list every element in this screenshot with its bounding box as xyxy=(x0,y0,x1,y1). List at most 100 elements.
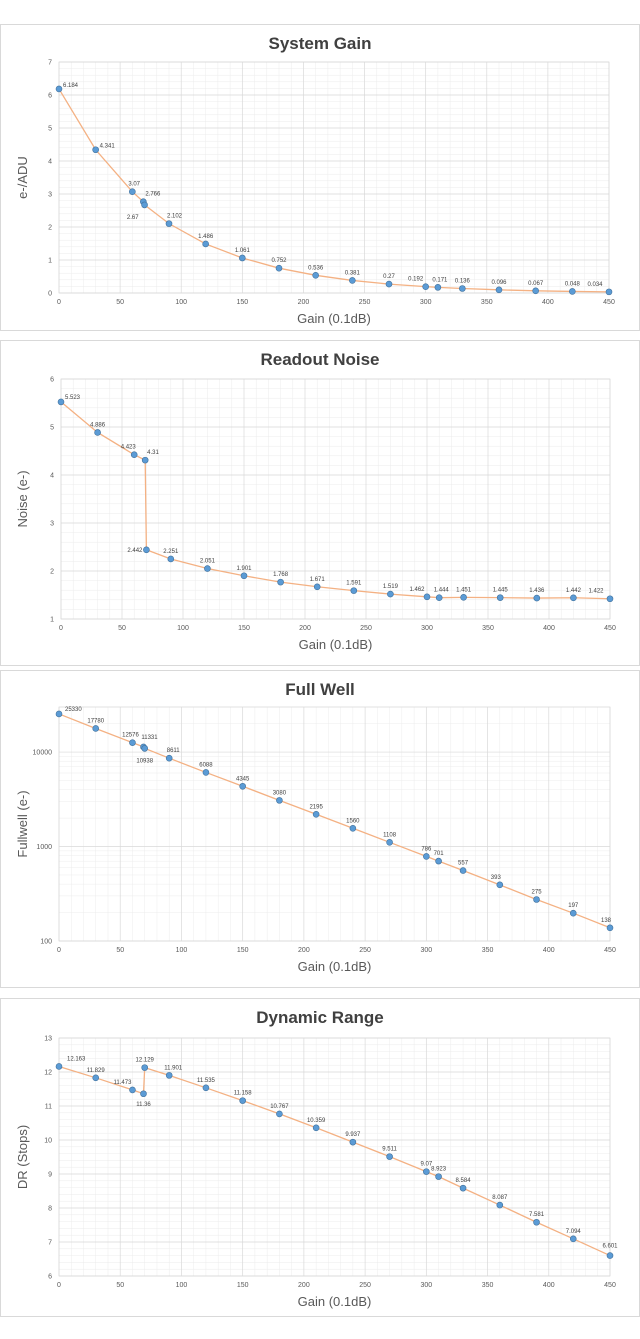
data-label: 1108 xyxy=(383,832,397,838)
data-label: 1560 xyxy=(346,818,360,824)
data-label: 786 xyxy=(421,846,432,852)
data-point xyxy=(55,710,63,718)
chart-title: Readout Noise xyxy=(260,350,379,369)
data-point xyxy=(570,594,577,602)
x-tick-label: 300 xyxy=(420,299,432,306)
data-label: 0.034 xyxy=(587,282,603,288)
x-tick-label: 100 xyxy=(175,299,187,306)
data-label: 557 xyxy=(458,861,469,867)
plot-area xyxy=(58,1037,611,1277)
x-tick-label: 450 xyxy=(603,299,615,306)
data-point xyxy=(386,1153,393,1160)
y-axis-title: Fullwell (e-) xyxy=(15,790,30,857)
data-label: 8.087 xyxy=(492,1195,508,1201)
data-point xyxy=(165,220,173,227)
data-point xyxy=(143,546,150,554)
x-tick-label: 250 xyxy=(360,625,372,632)
data-point xyxy=(386,839,393,846)
y-axis-title: e-/ADU xyxy=(15,156,30,199)
data-point xyxy=(129,1086,136,1094)
x-tick-label: 200 xyxy=(298,299,310,306)
data-label: 1.442 xyxy=(566,588,582,594)
data-label: 1.445 xyxy=(493,588,509,594)
data-label: 0.381 xyxy=(345,270,361,276)
data-point xyxy=(533,1218,540,1226)
x-tick-label: 200 xyxy=(298,947,310,954)
data-point xyxy=(423,593,431,601)
data-point xyxy=(569,909,577,917)
data-point xyxy=(605,288,613,296)
data-point xyxy=(459,867,467,874)
chart-svg: System Gain 0 50 100 150 200 250 300 350 400 450 0 1… xyxy=(15,34,615,326)
y-tick-label: 6 xyxy=(50,377,54,384)
data-point xyxy=(165,754,173,762)
y-tick-label: 12 xyxy=(44,1070,52,1077)
data-point xyxy=(55,85,63,93)
chart-panel-3: Dynamic Range 0 50 100 150 200 250 300 350 400 450… xyxy=(0,998,640,1317)
chart-panel-2: Full Well 0 50 100 150 200 250 300 350 400 450 100 1… xyxy=(0,670,640,988)
x-tick-label: 0 xyxy=(57,947,61,954)
x-tick-label: 0 xyxy=(57,1282,61,1289)
data-point xyxy=(423,1168,430,1175)
data-label: 6.184 xyxy=(63,83,79,89)
data-label: 3080 xyxy=(273,790,287,796)
data-label: 2195 xyxy=(309,804,323,810)
x-tick-label: 350 xyxy=(482,1282,494,1289)
x-tick-label: 450 xyxy=(604,1282,616,1289)
y-tick-label: 0 xyxy=(48,291,52,298)
series-line xyxy=(58,88,610,293)
chart-svg: Full Well 0 50 100 150 200 250 300 350 400 450 100 1… xyxy=(15,680,616,974)
data-point xyxy=(312,1124,320,1132)
data-label: 4.886 xyxy=(90,422,106,428)
data-label: 2.251 xyxy=(163,549,179,555)
data-point xyxy=(459,285,466,292)
data-point xyxy=(435,857,442,865)
plot-area xyxy=(60,378,611,620)
data-label: 1.591 xyxy=(346,581,362,587)
data-point xyxy=(92,1074,100,1082)
data-label: 11.158 xyxy=(234,1091,253,1097)
y-tick-label: 1 xyxy=(50,617,54,624)
data-label: 11.829 xyxy=(87,1068,106,1074)
y-tick-label: 13 xyxy=(44,1036,52,1043)
data-label: 4.341 xyxy=(100,144,116,150)
x-tick-label: 400 xyxy=(543,947,555,954)
x-axis-title: Gain (0.1dB) xyxy=(298,959,372,974)
series-line xyxy=(60,401,611,600)
data-label: 8611 xyxy=(167,748,181,754)
data-label: 10938 xyxy=(136,758,153,764)
data-label: 6.601 xyxy=(602,1244,618,1250)
x-tick-label: 400 xyxy=(543,1282,555,1289)
data-label: 138 xyxy=(601,918,612,924)
data-label: 0.067 xyxy=(528,281,544,287)
y-axis-title: Noise (e-) xyxy=(15,470,30,527)
data-label: 1.462 xyxy=(409,587,425,593)
x-tick-label: 250 xyxy=(359,1282,371,1289)
data-label: 0.536 xyxy=(308,265,324,271)
data-label: 0.752 xyxy=(271,258,287,264)
data-label: 1.768 xyxy=(273,572,289,578)
x-tick-label: 150 xyxy=(237,1282,249,1289)
data-label: 7.094 xyxy=(566,1229,582,1235)
y-axis-title: DR (Stops) xyxy=(15,1125,30,1189)
y-tick-label: 8 xyxy=(48,1206,52,1213)
data-point xyxy=(495,286,503,294)
data-label: 8.584 xyxy=(456,1178,472,1184)
data-label: 1.671 xyxy=(310,577,326,583)
y-tick-label: 7 xyxy=(48,60,52,67)
data-point xyxy=(496,1201,504,1209)
data-point xyxy=(349,1138,357,1146)
x-tick-label: 50 xyxy=(116,947,124,954)
data-label: 0.192 xyxy=(408,277,424,283)
data-label: 11.36 xyxy=(136,1102,151,1108)
y-tick-label: 1000 xyxy=(36,844,52,851)
y-tick-label: 10000 xyxy=(33,750,53,757)
data-point xyxy=(55,1063,63,1070)
x-tick-label: 200 xyxy=(299,625,311,632)
data-label: 197 xyxy=(568,903,579,909)
data-label: 393 xyxy=(491,875,502,881)
data-point xyxy=(141,745,149,752)
data-point xyxy=(385,280,393,288)
x-tick-label: 300 xyxy=(420,1282,432,1289)
data-label: 5.523 xyxy=(65,395,81,401)
